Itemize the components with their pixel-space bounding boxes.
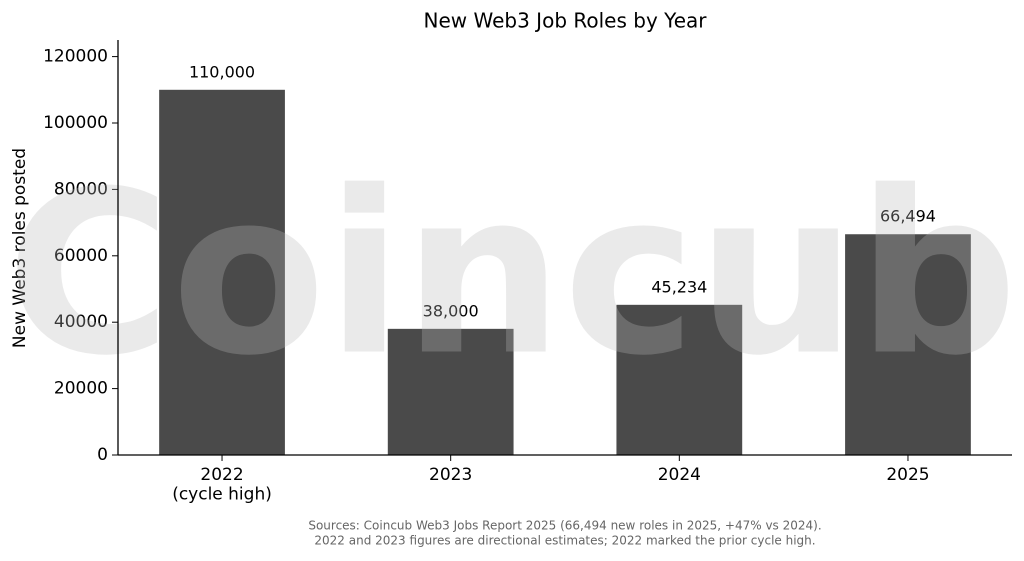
- data-label: 66,494: [880, 207, 936, 226]
- footnote: 2022 and 2023 figures are directional es…: [314, 534, 815, 548]
- x-tick-label: 2024: [658, 465, 701, 485]
- y-tick-label: 0: [97, 445, 108, 465]
- x-tick-label: 2025: [886, 465, 929, 485]
- bar: [159, 89, 285, 456]
- data-label: 38,000: [423, 301, 479, 320]
- footnote: Sources: Coincub Web3 Jobs Report 2025 (…: [308, 519, 821, 533]
- watermark: Coincub: [6, 144, 1018, 406]
- y-tick-label: 80000: [54, 179, 108, 199]
- y-tick-label: 120000: [43, 47, 108, 67]
- y-axis-label: New Web3 roles posted: [10, 148, 30, 348]
- chart-title: New Web3 Job Roles by Year: [424, 9, 708, 33]
- x-tick-label: 2022 (cycle high): [172, 465, 272, 505]
- y-tick-label: 40000: [54, 312, 108, 332]
- data-label: 45,234: [651, 277, 707, 296]
- bar: [845, 234, 971, 455]
- y-tick-label: 100000: [43, 113, 108, 133]
- bar: [616, 304, 743, 455]
- data-label: 110,000: [189, 62, 255, 81]
- y-tick-label: 20000: [54, 379, 108, 399]
- bar: [387, 328, 514, 455]
- y-tick-label: 60000: [54, 246, 108, 266]
- x-tick-label: 2023: [429, 465, 472, 485]
